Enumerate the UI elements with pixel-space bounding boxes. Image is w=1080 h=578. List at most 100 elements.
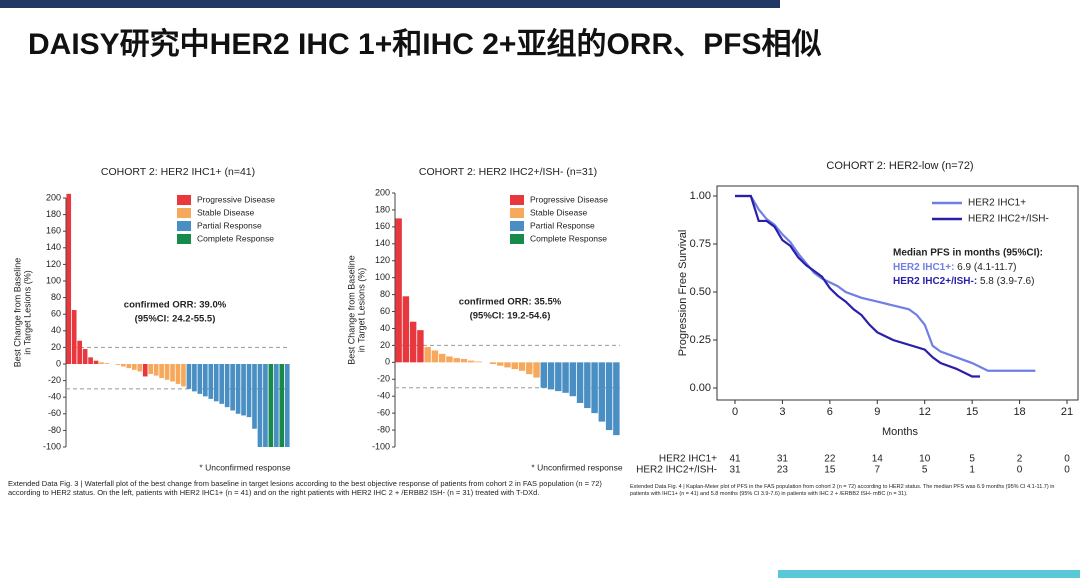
legend-label: HER2 IHC2+/ISH- <box>968 214 1049 225</box>
median-title: Median PFS in months (95%CI): <box>893 248 1043 259</box>
bar <box>170 364 175 382</box>
bar <box>93 360 99 364</box>
bar <box>186 364 192 389</box>
annotation: * Unconfirmed response <box>199 462 290 472</box>
bar <box>153 364 159 376</box>
caption: Extended Data Fig. 3 | Waterfall plot of… <box>8 479 602 498</box>
y-tick-label: 0.75 <box>690 238 711 250</box>
y-tick-label: 140 <box>46 242 61 252</box>
bar <box>598 362 606 422</box>
annotation: confirmed ORR: 35.5% <box>459 297 562 308</box>
y-tick-label: 100 <box>375 272 390 282</box>
bar <box>453 358 460 363</box>
caption: Extended Data Fig. 4 | Kaplan-Meier plot… <box>630 484 1055 497</box>
y-tick-label: 60 <box>380 306 390 316</box>
legend-label: Complete Response <box>197 233 274 243</box>
legend-label: Progressive Disease <box>530 194 608 204</box>
y-tick-label: 160 <box>375 221 390 231</box>
y-tick-label: -60 <box>377 408 390 418</box>
risk-count: 0 <box>1064 454 1070 465</box>
y-tick-label: -20 <box>377 374 390 384</box>
bar <box>192 364 197 392</box>
risk-label: HER2 IHC1+ <box>659 454 717 465</box>
y-tick-label: 0.25 <box>690 334 711 346</box>
legend-label: Stable Disease <box>197 207 254 217</box>
y-tick-label: 160 <box>46 226 61 236</box>
risk-count: 1 <box>969 465 975 476</box>
bar <box>562 362 569 393</box>
bar <box>605 362 613 431</box>
legend-label: Partial Response <box>530 220 595 230</box>
annotation: (95%CI: 19.2-54.6) <box>470 311 551 322</box>
plot-frame <box>716 185 1079 401</box>
bar <box>208 364 214 399</box>
bar <box>518 362 526 371</box>
y-tick-label: 120 <box>375 255 390 265</box>
bar <box>576 362 584 403</box>
y-tick-label: 120 <box>46 259 61 269</box>
risk-count: 31 <box>729 465 741 476</box>
bar <box>164 364 170 380</box>
y-tick-label: -100 <box>372 441 390 451</box>
legend-label: Stable Disease <box>530 207 587 217</box>
y-tick-label: 200 <box>375 187 390 197</box>
bar <box>82 349 88 364</box>
bar <box>279 364 285 447</box>
annotation: confirmed ORR: 39.0% <box>124 300 227 311</box>
y-tick-label: 200 <box>46 192 61 202</box>
bar <box>181 364 186 387</box>
y-axis-label: in Target Lesions (%) <box>22 270 32 354</box>
y-tick-label: 140 <box>375 238 390 248</box>
y-tick-label: -80 <box>48 425 61 435</box>
bar <box>497 362 504 366</box>
bar <box>202 364 208 397</box>
bar <box>475 361 482 363</box>
legend-label: Partial Response <box>197 220 262 230</box>
bar <box>241 364 246 416</box>
risk-count: 7 <box>875 465 881 476</box>
bar <box>402 296 410 363</box>
bar <box>504 362 511 368</box>
survival-line <box>735 194 1036 372</box>
y-axis-label: in Target Lesions (%) <box>356 268 366 352</box>
y-tick-label: -60 <box>48 408 61 418</box>
chart-title: COHORT 2: HER2 IHC1+ (n=41) <box>101 166 255 178</box>
legend-swatch <box>510 195 524 205</box>
y-tick-label: 60 <box>51 309 61 319</box>
bar <box>511 362 518 370</box>
y-tick-label: 1.00 <box>690 190 711 202</box>
bar <box>274 364 279 447</box>
y-tick-label: -40 <box>377 391 390 401</box>
y-axis-label: Best Change from Baseline <box>12 258 22 368</box>
legend-label: Complete Response <box>530 233 607 243</box>
bar <box>148 364 154 374</box>
y-tick-label: 20 <box>51 342 61 352</box>
annotation: (95%CI: 24.2-55.5) <box>135 314 216 325</box>
bar <box>555 362 562 392</box>
y-tick-label: 40 <box>380 323 390 333</box>
bar <box>71 310 77 364</box>
bar <box>409 321 417 363</box>
bar <box>230 364 235 411</box>
bar <box>424 347 431 363</box>
bar <box>159 364 164 379</box>
bar <box>131 364 137 370</box>
y-tick-label: 180 <box>46 209 61 219</box>
x-tick-label: 9 <box>874 406 880 418</box>
risk-count: 23 <box>777 465 789 476</box>
bar <box>137 364 143 372</box>
chart-title: COHORT 2: HER2-low (n=72) <box>826 160 973 172</box>
x-axis-label: Months <box>882 426 919 438</box>
y-tick-label: 20 <box>380 340 390 350</box>
annotation: * Unconfirmed response <box>531 462 622 472</box>
legend-label: HER2 IHC1+ <box>968 198 1026 209</box>
x-tick-label: 12 <box>919 406 931 418</box>
risk-count: 0 <box>1064 465 1070 476</box>
bar <box>613 362 620 436</box>
risk-count: 41 <box>729 454 741 465</box>
risk-count: 31 <box>777 454 789 465</box>
x-tick-label: 18 <box>1013 406 1025 418</box>
x-tick-label: 3 <box>779 406 785 418</box>
median-row: HER2 IHC2+/ISH-: 5.8 (3.9-7.6) <box>893 276 1034 287</box>
